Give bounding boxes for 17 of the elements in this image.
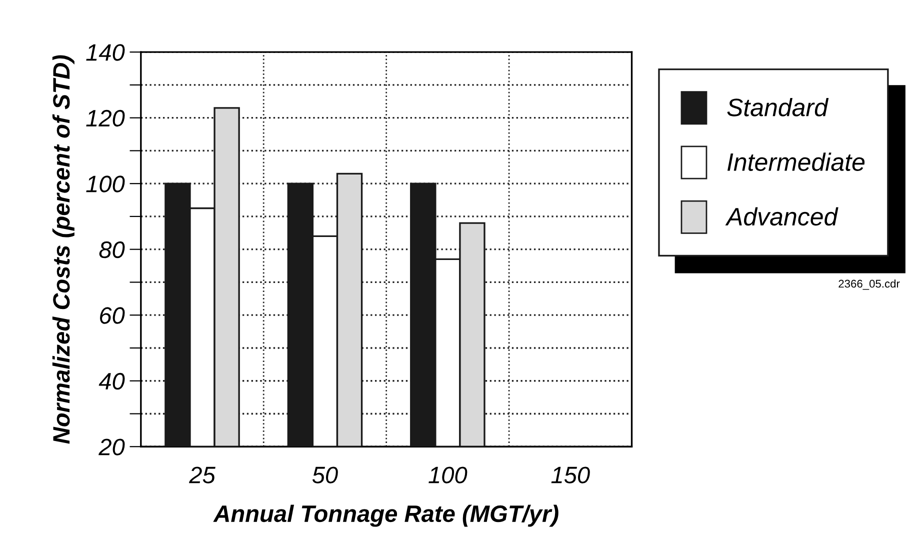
text: 2366_05.cdr <box>838 279 900 290</box>
x-tick-label: 150 <box>551 466 590 484</box>
legend-label: Intermediate <box>727 152 865 171</box>
y-tick-label: 80 <box>99 241 125 258</box>
y-tick-label: 140 <box>86 44 125 61</box>
x-tick-label: 100 <box>428 466 468 484</box>
legend-label: Advanced <box>725 207 838 226</box>
y-tick-label: 20 <box>98 438 125 456</box>
x-axis-title: Annual Tonnage Rate (MGT/yr) <box>213 504 558 527</box>
y-tick-label: 100 <box>86 176 125 192</box>
y-axis-title: Normalized Costs (percent of STD) <box>52 55 74 444</box>
y-tick-label: 40 <box>98 372 125 390</box>
legend-label: Standard <box>727 98 829 116</box>
x-tick-label: 25 <box>188 466 216 484</box>
y-tick-label: 60 <box>100 307 125 324</box>
y-tick-label: 120 <box>86 110 125 127</box>
x-tick-label: 50 <box>312 466 338 484</box>
